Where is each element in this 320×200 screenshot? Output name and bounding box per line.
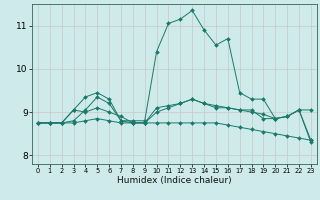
X-axis label: Humidex (Indice chaleur): Humidex (Indice chaleur) bbox=[117, 176, 232, 185]
